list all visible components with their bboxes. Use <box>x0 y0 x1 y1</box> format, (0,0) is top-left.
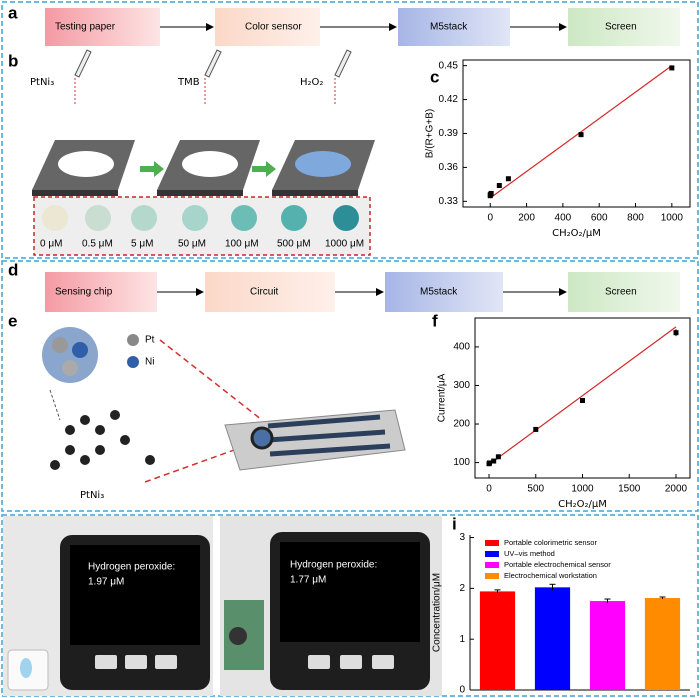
flow-step: Circuit <box>250 287 279 298</box>
panel-label: d <box>8 260 18 279</box>
screen-text: Hydrogen peroxide: <box>290 560 377 571</box>
legend-text: UV–vis method <box>504 549 555 558</box>
material-label: PtNi₃ <box>80 490 104 501</box>
concentration-label: 500 μM <box>277 239 311 250</box>
flow-a: Testing paper Color sensor M5stack Scree… <box>45 8 680 46</box>
legend-text: Ni <box>145 357 154 368</box>
reagent-label: TMB <box>177 77 200 88</box>
y-tick-label: 200 <box>453 419 470 430</box>
y-tick-label: 100 <box>453 457 470 468</box>
panel-label: a <box>8 3 18 22</box>
legend-text: Portable electrochemical sensor <box>504 560 611 569</box>
data-point <box>491 458 497 464</box>
x-tick-label: 1500 <box>618 484 641 495</box>
x-tick-label: 1000 <box>661 213 684 224</box>
legend-swatch <box>485 551 499 557</box>
panel-label: e <box>8 311 17 330</box>
plot-frame <box>474 317 691 479</box>
flow-step: Screen <box>605 22 637 33</box>
data-point <box>495 454 501 460</box>
x-tick-label: 0 <box>486 484 492 495</box>
data-point <box>580 398 585 404</box>
concentration-label: 5 μM <box>131 239 153 250</box>
data-point <box>505 176 511 182</box>
data-point <box>488 190 494 196</box>
x-tick-label: 800 <box>627 213 644 224</box>
fit-line <box>488 326 677 465</box>
y-tick-label: 1 <box>459 634 465 645</box>
nanoparticle-illustration: Pt Ni PtNi₃ <box>42 327 406 501</box>
concentration-label: 0 μM <box>40 239 62 250</box>
flow-step: Color sensor <box>245 22 302 33</box>
legend-text: Portable colorimetric sensor <box>504 538 597 547</box>
x-tick-label: 500 <box>527 484 544 495</box>
panel-label: i <box>452 514 457 533</box>
legend-text: Pt <box>145 335 155 346</box>
flow-d: Sensing chip Circuit M5stack Screen <box>45 272 680 312</box>
concentration-label: 1000 μM <box>325 239 364 250</box>
x-axis-label: CH₂O₂/μM <box>558 499 607 510</box>
concentration-label: 0.5 μM <box>82 239 113 250</box>
x-axis-label: CH₂O₂/μM <box>552 228 601 239</box>
bar <box>589 601 626 690</box>
data-point <box>486 460 492 466</box>
concentration-label: 50 μM <box>178 239 206 250</box>
legend-swatch <box>485 562 499 568</box>
y-tick-label: 3 <box>459 532 465 543</box>
bar <box>644 598 681 690</box>
y-tick-label: 0.45 <box>439 60 459 71</box>
legend-swatch <box>485 540 499 546</box>
device-photos: Hydrogen peroxide: 1.97 μM Hydrogen pero… <box>3 516 442 696</box>
legend-swatch <box>485 573 499 579</box>
testing-paper-illustration: PtNi₃ TMB H₂O₂ 0 μM 0.5 μM 5 μM 50 μM 10… <box>30 49 375 256</box>
data-point <box>533 426 539 432</box>
bar <box>534 587 571 690</box>
flow-step: Sensing chip <box>55 287 113 298</box>
legend-text: Electrochemical workstation <box>504 571 597 580</box>
y-tick-label: 0.42 <box>439 94 459 105</box>
flow-step: M5stack <box>430 22 468 33</box>
y-axis-label: Concentration/μM <box>432 573 443 652</box>
y-tick-label: 300 <box>453 380 470 391</box>
y-tick-label: 0.39 <box>439 128 459 139</box>
y-axis-label: B/(R+G+B) <box>425 109 436 158</box>
panel-frame <box>1 1 699 259</box>
y-tick-label: 0.33 <box>439 196 459 207</box>
x-tick-label: 1000 <box>571 484 594 495</box>
x-tick-label: 200 <box>518 213 535 224</box>
panel-label: f <box>432 311 438 330</box>
panel-label: b <box>8 51 18 70</box>
y-axis-label: Current/μA <box>437 373 448 422</box>
reagent-label: PtNi₃ <box>30 77 54 88</box>
data-point <box>578 132 584 138</box>
panel-label: c <box>430 67 439 86</box>
y-tick-label: 0 <box>459 685 465 696</box>
data-point <box>496 183 502 189</box>
x-tick-label: 600 <box>591 213 608 224</box>
x-tick-label: 0 <box>487 213 493 224</box>
x-tick-label: 2000 <box>665 484 688 495</box>
screen-text: 1.77 μM <box>290 575 326 586</box>
concentration-label: 100 μM <box>225 239 259 250</box>
x-tick-label: 400 <box>555 213 572 224</box>
flow-step: Screen <box>605 287 637 298</box>
data-point <box>673 330 679 336</box>
screen-text: Hydrogen peroxide: <box>88 562 175 573</box>
panel-frame <box>1 260 699 512</box>
flow-step: Testing paper <box>55 22 116 33</box>
fit-line <box>489 65 673 199</box>
reagent-label: H₂O₂ <box>300 77 323 88</box>
y-tick-label: 400 <box>453 342 470 353</box>
y-tick-label: 2 <box>459 583 465 594</box>
screen-text: 1.97 μM <box>88 577 124 588</box>
flow-step: M5stack <box>420 287 458 298</box>
bar <box>479 591 516 690</box>
y-tick-label: 0.36 <box>439 162 459 173</box>
data-point <box>669 65 675 71</box>
